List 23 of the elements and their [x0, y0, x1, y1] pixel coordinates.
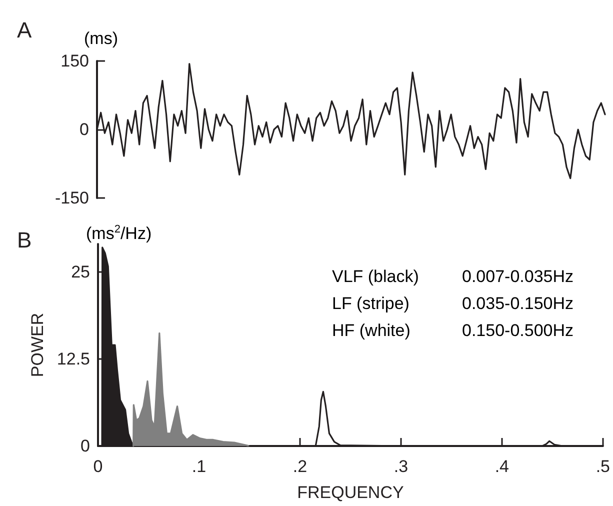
y-tick-label: 0 — [80, 436, 90, 456]
x-tick-label: .3 — [394, 457, 408, 476]
annotation: 0.150-0.500Hz — [462, 321, 574, 340]
x-tick-label: .2 — [292, 457, 308, 476]
x-tick-label: .5 — [596, 457, 610, 476]
annotation: 0.035-0.150Hz — [462, 294, 574, 313]
y-axis-title: POWER — [28, 312, 47, 378]
y-tick-label: 150 — [60, 52, 89, 70]
annotation: 0.007-0.035Hz — [462, 267, 574, 286]
annotation: VLF (black) — [332, 267, 419, 286]
y-tick-label: 0 — [80, 120, 89, 139]
x-axis-title: FREQUENCY — [297, 483, 404, 502]
chart-title: B — [17, 228, 32, 252]
y-tick-label: 25 — [71, 262, 90, 282]
x-tick-label: .1 — [192, 457, 206, 476]
x-tick-label: .4 — [494, 457, 510, 476]
y-axis-title: (ms) — [84, 29, 118, 48]
annotation: HF (white) — [332, 321, 410, 340]
y-tick-label: 12.5 — [56, 349, 90, 368]
x-tick-label: 0 — [93, 457, 103, 476]
y-tick-label: -150 — [54, 188, 89, 208]
annotation: LF (stripe) — [332, 294, 410, 313]
chart-title: A — [17, 18, 32, 42]
